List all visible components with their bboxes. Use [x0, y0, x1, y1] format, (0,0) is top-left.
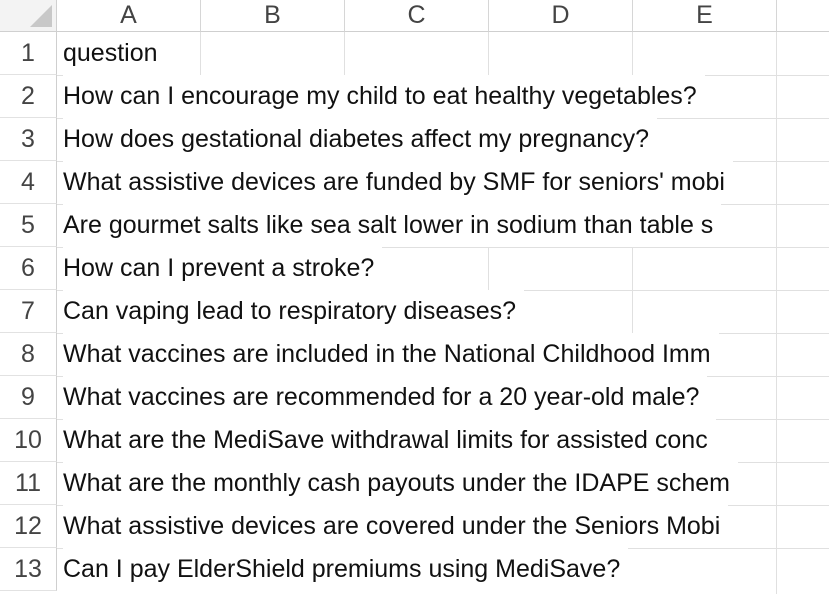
- gridline: [200, 32, 201, 75]
- cell-a13[interactable]: Can I pay ElderShield premiums using Med…: [63, 548, 629, 591]
- column-header-a[interactable]: A: [57, 0, 201, 32]
- row-header-3[interactable]: 3: [0, 118, 57, 161]
- column-header-e[interactable]: E: [633, 0, 777, 32]
- row-header-10[interactable]: 10: [0, 419, 57, 462]
- row-header-12[interactable]: 12: [0, 505, 57, 548]
- row-header-4[interactable]: 4: [0, 161, 57, 204]
- row-header-2[interactable]: 2: [0, 75, 57, 118]
- row-header-9[interactable]: 9: [0, 376, 57, 419]
- row-header-1[interactable]: 1: [0, 32, 57, 75]
- cell-a7[interactable]: Can vaping lead to respiratory diseases?: [63, 290, 525, 333]
- cell-a3[interactable]: How does gestational diabetes affect my …: [63, 118, 658, 161]
- cell-a4[interactable]: What assistive devices are funded by SMF…: [63, 161, 733, 204]
- row-header-6[interactable]: 6: [0, 247, 57, 290]
- cell-a1[interactable]: question: [63, 32, 166, 75]
- cell-a12[interactable]: What assistive devices are covered under…: [63, 505, 729, 548]
- gridline: [344, 32, 345, 75]
- gridline: [488, 32, 489, 75]
- select-all-triangle-icon: [30, 5, 52, 27]
- cell-a11[interactable]: What are the monthly cash payouts under …: [63, 462, 739, 505]
- row-header-7[interactable]: 7: [0, 290, 57, 333]
- gridline: [488, 247, 489, 290]
- cell-a2[interactable]: How can I encourage my child to eat heal…: [63, 75, 705, 118]
- row-header-11[interactable]: 11: [0, 462, 57, 505]
- select-all-corner[interactable]: [0, 0, 57, 32]
- column-header-f-partial[interactable]: [777, 0, 829, 32]
- row-header-13[interactable]: 13: [0, 548, 57, 591]
- cell-a8[interactable]: What vaccines are included in the Nation…: [63, 333, 719, 376]
- gridline: [776, 32, 777, 594]
- gridline: [57, 247, 829, 248]
- cell-a5[interactable]: Are gourmet salts like sea salt lower in…: [63, 204, 722, 247]
- row-header-5[interactable]: 5: [0, 204, 57, 247]
- cell-a10[interactable]: What are the MediSave withdrawal limits …: [63, 419, 716, 462]
- cell-a6[interactable]: How can I prevent a stroke?: [63, 247, 383, 290]
- row-header-8[interactable]: 8: [0, 333, 57, 376]
- cell-a9[interactable]: What vaccines are recommended for a 20 y…: [63, 376, 708, 419]
- column-header-c[interactable]: C: [345, 0, 489, 32]
- column-header-d[interactable]: D: [489, 0, 633, 32]
- column-header-b[interactable]: B: [201, 0, 345, 32]
- gridline: [632, 32, 633, 75]
